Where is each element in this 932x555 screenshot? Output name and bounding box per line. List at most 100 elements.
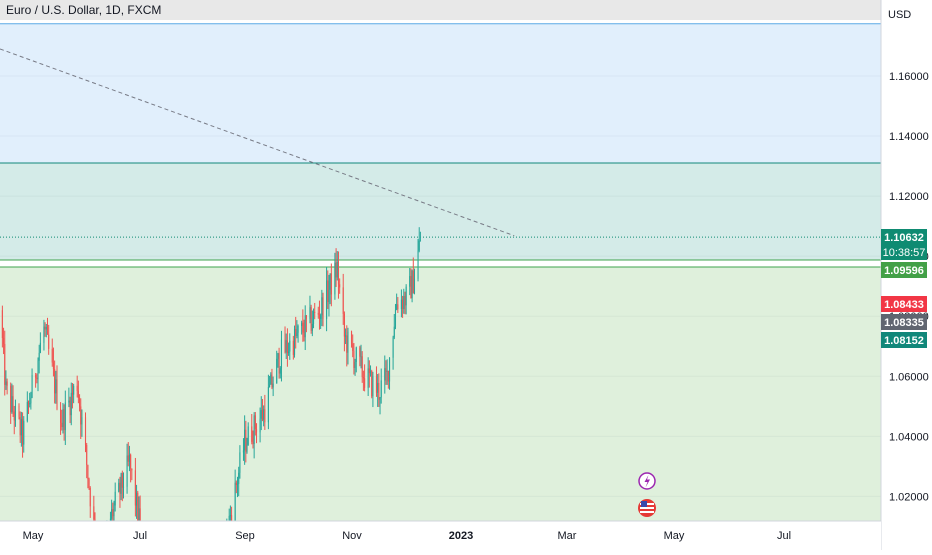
trendline[interactable] — [0, 48, 515, 237]
candle-body — [36, 377, 38, 380]
candle-body — [51, 348, 53, 363]
price-label-box — [881, 262, 927, 278]
event-marker-us[interactable] — [638, 499, 656, 517]
candle-body — [339, 284, 341, 288]
flag-canton — [641, 501, 647, 507]
candle-body — [11, 396, 13, 413]
zones-layer — [0, 23, 881, 521]
candle-body — [38, 352, 40, 361]
candle-body — [295, 328, 297, 337]
candle-body — [239, 452, 241, 473]
candle-body — [411, 270, 413, 299]
candle-body — [263, 409, 265, 420]
candle-body — [63, 409, 65, 431]
candle-body — [136, 492, 138, 506]
candle-body — [112, 509, 114, 517]
candle-body — [367, 368, 369, 388]
candle-body — [69, 400, 71, 416]
candle-body — [244, 429, 246, 451]
candle-body — [43, 326, 45, 343]
candle-body — [3, 337, 5, 344]
candle-body — [335, 262, 337, 278]
candle-body — [419, 240, 421, 242]
candle-body — [45, 326, 47, 330]
candle-body — [73, 385, 75, 395]
candle-body — [255, 429, 258, 433]
candle-body — [54, 369, 56, 394]
candle-body — [259, 418, 261, 433]
price-label-box — [881, 244, 927, 260]
candle-body — [336, 261, 338, 278]
candle-body — [251, 426, 253, 442]
candle-body — [46, 326, 49, 335]
candle-body — [267, 386, 269, 423]
flag-stripe — [640, 507, 654, 509]
candle-body — [379, 397, 381, 400]
candle-body — [352, 343, 354, 351]
candle-body — [231, 515, 233, 521]
candle-body — [284, 339, 286, 353]
candle-body — [253, 415, 255, 444]
candle-body — [62, 409, 64, 428]
time-axis[interactable] — [0, 521, 881, 550]
candle-body — [322, 297, 324, 319]
candle-body — [27, 401, 30, 404]
candle-body — [375, 376, 378, 393]
candle-body — [228, 515, 230, 521]
candle-body — [29, 403, 31, 405]
candle-body — [86, 444, 88, 465]
candle-body — [369, 370, 372, 374]
time-tick: 2023 — [449, 530, 473, 542]
candle-body — [12, 396, 14, 412]
candle-body — [6, 381, 8, 386]
candle-body — [264, 409, 266, 423]
candle-body — [285, 340, 287, 353]
candle-body — [400, 299, 402, 310]
candle-body — [114, 491, 116, 506]
candle-body — [372, 376, 374, 397]
candle-body — [79, 397, 81, 407]
time-tick: Jul — [777, 530, 791, 542]
candle-body — [118, 482, 120, 492]
candle-body — [89, 488, 91, 507]
candle-body — [326, 280, 328, 319]
candle-body — [14, 405, 16, 421]
candle-body — [242, 450, 245, 453]
candle-body — [361, 356, 363, 378]
grid-layer — [0, 75, 881, 497]
candle-body — [1, 310, 3, 338]
candle-body — [93, 506, 95, 520]
candle-body — [23, 420, 25, 445]
candle-body — [245, 429, 247, 452]
candle-body — [355, 347, 357, 362]
price-label-box — [881, 314, 927, 330]
candle-body — [327, 280, 329, 303]
candle-body — [393, 326, 395, 338]
candle-body — [94, 519, 96, 521]
candle-body — [337, 261, 340, 285]
time-tick: May — [23, 530, 44, 542]
price-tick: 1.04000 — [889, 431, 929, 443]
lightning-glyph — [644, 475, 650, 488]
candle-body — [60, 408, 62, 423]
price-tick: 1.12000 — [889, 191, 929, 203]
candle-body — [346, 335, 348, 353]
candle-body — [236, 483, 239, 485]
candle-body — [76, 385, 78, 391]
time-tick: Sep — [235, 530, 255, 542]
candle-body — [88, 479, 90, 489]
candle-body — [113, 505, 115, 517]
candle-body — [229, 515, 231, 517]
event-marker-lightning[interactable] — [638, 472, 656, 490]
top-bar — [0, 0, 932, 20]
price-label: 1.08152 — [884, 335, 924, 347]
candle-body — [280, 339, 283, 369]
candle-body — [402, 299, 404, 310]
candle-body — [386, 370, 388, 372]
candle-body — [384, 368, 386, 381]
candle-body — [329, 273, 331, 290]
candle-body — [392, 337, 394, 358]
flag-stripe — [640, 511, 654, 513]
